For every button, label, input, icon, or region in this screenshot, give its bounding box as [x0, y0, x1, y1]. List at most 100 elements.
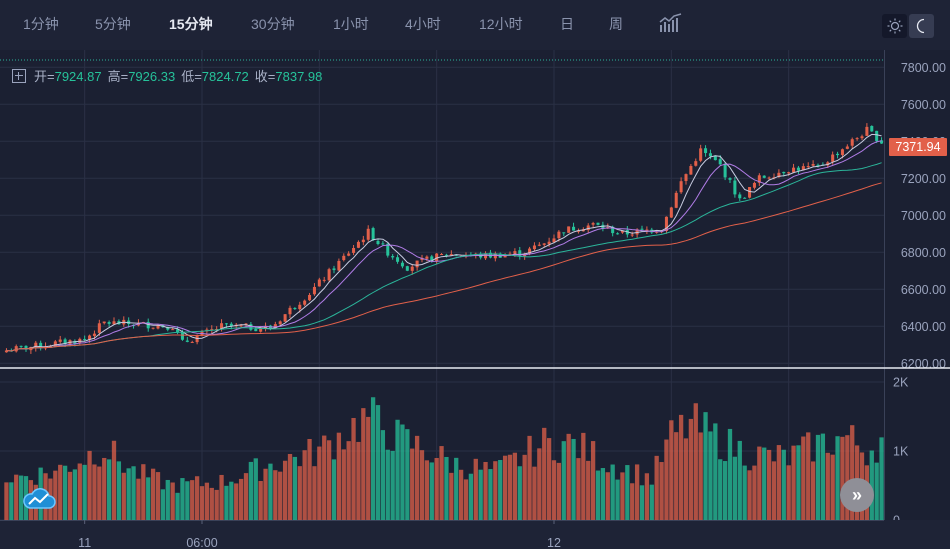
candle-body	[733, 180, 737, 195]
volume-bar	[483, 461, 488, 520]
candle-body	[806, 166, 810, 168]
candle-body	[572, 226, 576, 231]
volume-bar	[106, 459, 112, 520]
volume-bar	[610, 464, 615, 520]
low-value: 7824.72	[201, 69, 249, 84]
timeframe-1h[interactable]: 1小时	[333, 16, 369, 32]
moving-average-line	[6, 182, 882, 352]
expand-icon[interactable]	[12, 69, 26, 83]
volume-bar	[766, 449, 772, 520]
volume-bar	[727, 428, 733, 520]
volume-bar	[204, 482, 210, 520]
price-tick-label: 7200.00	[901, 172, 946, 186]
volume-bar	[410, 448, 415, 520]
candle-body	[557, 231, 561, 239]
candle-body	[840, 149, 844, 155]
candle-body	[689, 166, 693, 175]
candle-body	[410, 266, 414, 271]
scroll-to-latest-button[interactable]: »	[840, 478, 874, 512]
volume-bar	[302, 450, 307, 520]
volume-bar	[229, 481, 234, 520]
volume-bar	[537, 448, 542, 520]
volume-bar	[111, 440, 117, 520]
candle-body	[669, 207, 673, 218]
candle-body	[537, 244, 541, 246]
volume-bar	[160, 489, 166, 520]
timeframe-30min[interactable]: 30分钟	[251, 16, 295, 32]
timeframe-week[interactable]: 周	[609, 16, 623, 32]
volume-bar	[502, 455, 508, 520]
sun-icon[interactable]	[882, 14, 907, 38]
candle-body	[630, 234, 634, 236]
volume-bar	[869, 450, 874, 520]
candle-body	[322, 279, 326, 281]
candle-body	[552, 238, 556, 243]
candle-body	[298, 304, 302, 310]
volume-bar	[806, 432, 811, 520]
candle-body	[777, 172, 781, 178]
price-volume-chart[interactable]: 6200.006400.006600.006800.007000.007200.…	[0, 50, 950, 549]
timeframe-4h[interactable]: 4小时	[405, 16, 441, 32]
low-label: 低=	[181, 69, 202, 84]
volume-bar	[498, 459, 503, 520]
volume-bar	[522, 454, 527, 520]
timeframe-5min[interactable]: 5分钟	[95, 16, 131, 32]
candle-body	[376, 240, 380, 245]
volume-bar	[444, 456, 449, 520]
candle-body	[180, 332, 184, 340]
candle-body	[396, 257, 400, 262]
volume-bar	[713, 423, 718, 520]
volume-bar	[512, 452, 518, 520]
volume-bar	[366, 416, 371, 520]
volume-bar	[253, 458, 258, 520]
volume-bar	[141, 464, 146, 520]
volume-bar	[18, 475, 24, 520]
volume-bar	[170, 482, 175, 520]
volume-bar	[224, 485, 229, 520]
volume-bar	[62, 465, 68, 520]
candle-body	[210, 329, 214, 331]
timeframe-15min[interactable]: 15分钟	[169, 16, 213, 32]
volume-bar	[287, 453, 293, 520]
volume-bar	[361, 408, 366, 520]
timeframe-day[interactable]: 日	[560, 16, 574, 32]
volume-bar	[605, 472, 610, 520]
volume-bar	[786, 465, 791, 520]
volume-bar	[810, 461, 816, 520]
volume-bar	[654, 455, 659, 520]
close-value: 7837.98	[275, 69, 323, 84]
volume-bar	[439, 446, 444, 520]
volume-bar	[644, 473, 650, 520]
volume-bar	[14, 474, 19, 520]
volume-bar	[234, 483, 239, 520]
volume-bar	[791, 445, 796, 520]
volume-bar	[243, 473, 249, 520]
price-tick-label: 6400.00	[901, 320, 946, 334]
volume-bar	[356, 441, 361, 520]
candle-body	[444, 254, 448, 256]
volume-bar	[82, 464, 87, 520]
candle-body	[586, 225, 590, 231]
candle-body	[361, 239, 365, 243]
volume-bar	[263, 468, 268, 520]
volume-bar	[532, 466, 537, 520]
candle-body	[347, 253, 351, 256]
candle-body	[156, 325, 160, 329]
volume-bar	[581, 432, 586, 520]
volume-bar	[351, 417, 356, 520]
bar-chart-icon[interactable]	[659, 13, 683, 33]
volume-bar	[414, 435, 420, 520]
volume-bar	[121, 472, 126, 520]
candle-body	[215, 328, 219, 330]
volume-bar	[395, 419, 400, 520]
ohlc-readout: 开=7924.87 高=7926.33 低=7824.72 收=7837.98	[12, 66, 328, 85]
volume-bar	[331, 459, 337, 520]
volume-bar	[292, 456, 298, 520]
volume-tick-label: 1K	[893, 445, 909, 459]
moon-icon[interactable]	[909, 14, 934, 38]
timeframe-1min[interactable]: 1分钟	[23, 16, 59, 32]
timeframe-12h[interactable]: 12小时	[479, 16, 523, 32]
volume-bar	[58, 464, 63, 520]
volume-bar	[449, 472, 454, 520]
candle-body	[616, 233, 620, 235]
